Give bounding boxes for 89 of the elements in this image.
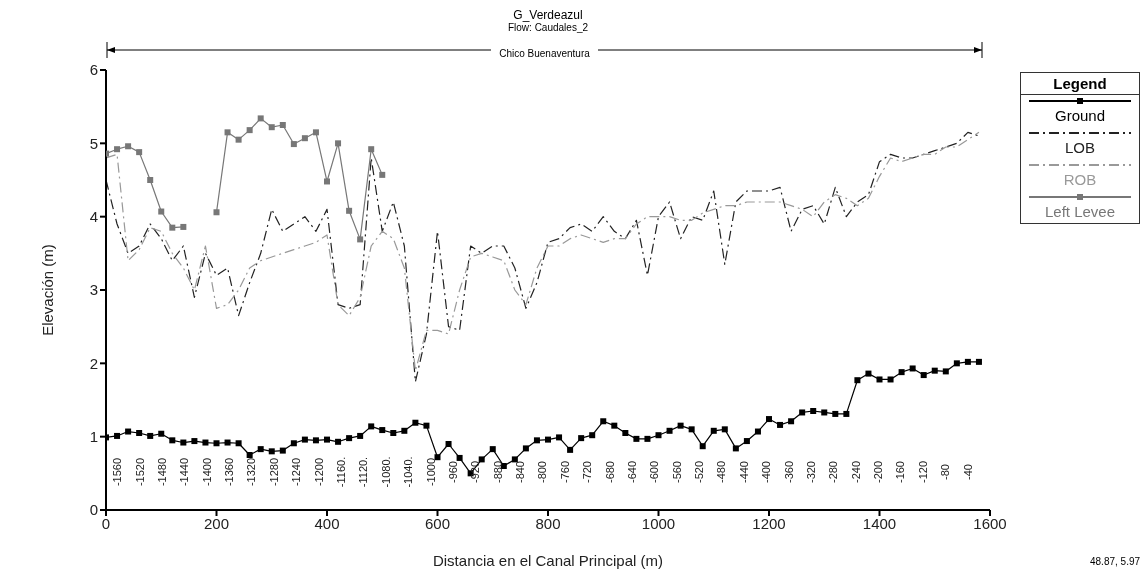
annotation: -960: [446, 460, 459, 484]
annotation: -160: [894, 460, 907, 484]
legend-label: Left Levee: [1043, 203, 1117, 220]
point: [246, 127, 253, 134]
annotation: -1480: [155, 457, 168, 487]
point: [301, 135, 308, 142]
annotation: -1080.: [379, 456, 392, 488]
point: [180, 223, 187, 230]
annotation: -1040.: [402, 456, 415, 488]
annotation: -600: [648, 460, 661, 484]
annotation: -520: [693, 460, 706, 484]
point: [147, 177, 154, 183]
annotation: -480: [715, 460, 728, 484]
annotation: -1320: [245, 457, 258, 487]
annotation: -80: [939, 464, 952, 480]
legend-label: Ground: [1053, 107, 1106, 124]
x-tick-label: 600: [424, 514, 451, 532]
annotation: -120: [916, 460, 929, 484]
point: [279, 122, 286, 128]
point: [357, 236, 364, 243]
annotation: -560: [670, 460, 683, 484]
point: [224, 129, 231, 136]
y-tick-label: 0: [89, 501, 98, 519]
annotation: -1120.: [357, 456, 370, 488]
y-tick-label: 1: [89, 427, 98, 445]
annotation: -640: [625, 460, 638, 484]
annotation: -1000: [424, 457, 437, 487]
annotation: -760: [558, 460, 571, 484]
annotation: -800: [536, 460, 549, 484]
annotation: -680: [603, 460, 616, 484]
point: [114, 146, 121, 153]
point: [268, 124, 275, 131]
point: [324, 178, 330, 185]
x-tick-label: 1400: [862, 514, 897, 532]
x-tick-label: 0: [101, 514, 111, 532]
annotation: -440: [737, 460, 750, 484]
annotation: -320: [804, 460, 817, 484]
x-tick-label: 1600: [973, 514, 1007, 532]
x-tick-label: 200: [203, 514, 230, 532]
text: 48.87, 5.97: [1090, 556, 1141, 567]
point: [136, 149, 143, 156]
text: Chico Buenaventura: [491, 48, 598, 59]
annotation: -1240: [290, 457, 303, 487]
annotation: -1360: [223, 457, 236, 487]
point: [169, 224, 176, 231]
point: [125, 143, 132, 150]
y-tick-label: 6: [89, 61, 98, 79]
annotation: -840: [514, 460, 527, 484]
y-tick-label: 3: [89, 281, 98, 299]
point: [368, 146, 375, 153]
x-tick-label: 1000: [641, 514, 676, 532]
point: [290, 141, 297, 148]
x-axis-title: Distancia en el Canal Principal (m): [432, 552, 664, 569]
point: [379, 171, 386, 178]
annotation: -360: [782, 460, 795, 484]
text: ROB: [1062, 171, 1098, 188]
point: [346, 207, 353, 214]
annotation: -1280: [267, 457, 280, 487]
annotation: -1560: [111, 457, 124, 487]
y-tick-label: 4: [89, 207, 98, 225]
point: [158, 208, 165, 215]
annotation: -1520: [133, 457, 146, 487]
annotation: -400: [760, 460, 773, 484]
annotation: -280: [827, 460, 840, 484]
legend-title: Legend: [1021, 73, 1139, 95]
point: [213, 209, 220, 216]
annotation: -1440: [178, 457, 191, 487]
point: [335, 140, 342, 147]
annotation: -1160.: [334, 456, 347, 488]
annotation: -880: [491, 460, 504, 484]
y-tick-label: 2: [89, 354, 98, 372]
point: [235, 136, 242, 143]
annotation: -1400: [200, 457, 213, 487]
chart-subtitle: Flow: Caudales_2: [506, 22, 589, 33]
annotation: -40: [961, 464, 974, 480]
annotation: -240: [849, 460, 862, 484]
chart-title: G_Verdeazul: [512, 8, 584, 22]
text: LOB: [1064, 139, 1096, 156]
y-tick-label: 5: [89, 134, 98, 152]
annotation: -200: [872, 460, 885, 484]
annotation: -920: [469, 460, 482, 484]
annotation: -1200: [312, 457, 325, 487]
annotation: -720: [581, 460, 594, 484]
point: [257, 115, 264, 122]
x-tick-label: 1200: [752, 514, 786, 532]
point: [312, 129, 319, 136]
x-tick-label: 400: [314, 514, 340, 532]
x-tick-label: 800: [535, 514, 561, 532]
y-axis-title: Elevación (m): [39, 244, 57, 336]
